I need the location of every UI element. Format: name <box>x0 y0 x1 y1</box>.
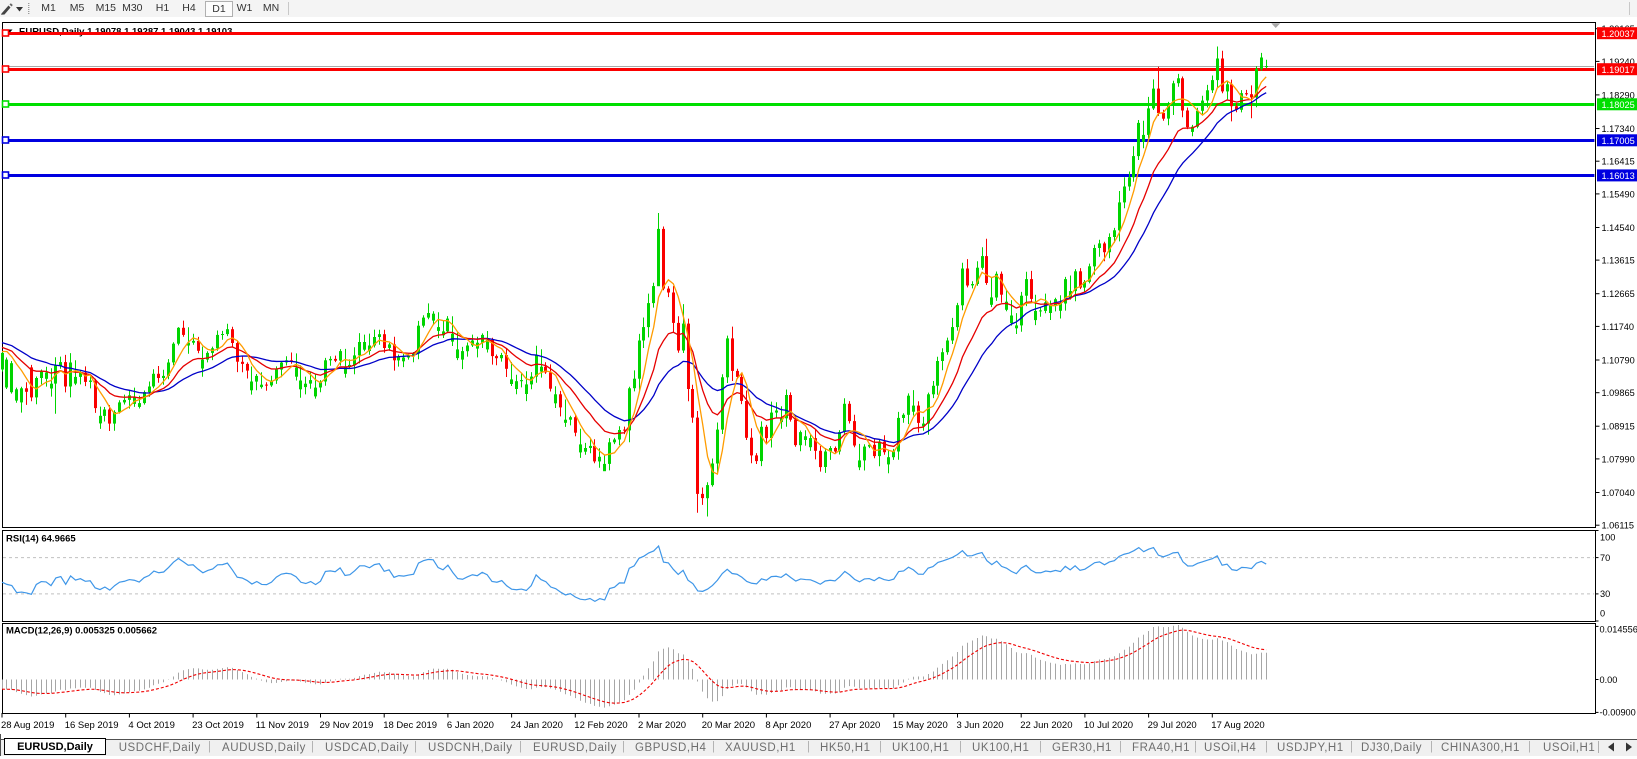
svg-text:1.16415: 1.16415 <box>1602 157 1635 167</box>
svg-text:3 Jun 2020: 3 Jun 2020 <box>957 720 1004 731</box>
svg-text:1.14540: 1.14540 <box>1602 223 1635 233</box>
svg-text:29 Jul 2020: 29 Jul 2020 <box>1148 720 1197 731</box>
svg-text:16 Sep 2019: 16 Sep 2019 <box>65 720 119 731</box>
svg-text:MACD(12,26,9) 0.005325 0.00566: MACD(12,26,9) 0.005325 0.005662 <box>6 626 157 637</box>
svg-text:11 Nov 2019: 11 Nov 2019 <box>256 720 309 731</box>
svg-text:30: 30 <box>1600 589 1610 599</box>
svg-text:1.09865: 1.09865 <box>1602 388 1635 398</box>
svg-text:1.06115: 1.06115 <box>1602 521 1635 531</box>
svg-text:1.17340: 1.17340 <box>1602 124 1635 134</box>
svg-text:0.00: 0.00 <box>1600 675 1618 685</box>
svg-text:-0.00900: -0.00900 <box>1600 707 1636 717</box>
svg-text:70: 70 <box>1600 553 1610 563</box>
svg-text:1.11740: 1.11740 <box>1602 322 1635 332</box>
svg-text:0.014556: 0.014556 <box>1600 624 1637 634</box>
svg-text:18 Dec 2019: 18 Dec 2019 <box>383 720 437 731</box>
svg-text:1.20037: 1.20037 <box>1602 29 1635 39</box>
svg-text:1.16013: 1.16013 <box>1602 171 1635 181</box>
svg-text:4 Oct 2019: 4 Oct 2019 <box>128 720 174 731</box>
svg-text:28 Aug 2019: 28 Aug 2019 <box>1 720 54 731</box>
svg-text:100: 100 <box>1600 532 1615 542</box>
svg-text:15 May 2020: 15 May 2020 <box>893 720 948 731</box>
svg-text:29 Nov 2019: 29 Nov 2019 <box>320 720 374 731</box>
svg-text:20 Mar 2020: 20 Mar 2020 <box>702 720 755 731</box>
svg-text:1.19240: 1.19240 <box>1602 57 1635 67</box>
svg-text:1.12665: 1.12665 <box>1602 289 1635 299</box>
svg-text:10 Jul 2020: 10 Jul 2020 <box>1084 720 1133 731</box>
svg-text:1.07040: 1.07040 <box>1602 488 1635 498</box>
svg-text:1.07990: 1.07990 <box>1602 454 1635 464</box>
svg-text:1.19017: 1.19017 <box>1602 65 1635 75</box>
svg-text:0: 0 <box>1600 608 1605 618</box>
svg-text:1.10790: 1.10790 <box>1602 355 1635 365</box>
svg-text:2 Mar 2020: 2 Mar 2020 <box>638 720 686 731</box>
svg-text:1.18025: 1.18025 <box>1602 100 1635 110</box>
svg-text:6 Jan 2020: 6 Jan 2020 <box>447 720 494 731</box>
svg-text:22 Jun 2020: 22 Jun 2020 <box>1020 720 1072 731</box>
svg-text:17 Aug 2020: 17 Aug 2020 <box>1211 720 1264 731</box>
svg-text:27 Apr 2020: 27 Apr 2020 <box>829 720 880 731</box>
svg-text:8 Apr 2020: 8 Apr 2020 <box>765 720 811 731</box>
svg-text:1.08915: 1.08915 <box>1602 422 1635 432</box>
svg-text:1.15490: 1.15490 <box>1602 189 1635 199</box>
svg-text:1.18290: 1.18290 <box>1602 90 1635 100</box>
svg-text:RSI(14) 64.9665: RSI(14) 64.9665 <box>6 534 76 545</box>
svg-text:1.13615: 1.13615 <box>1602 256 1635 266</box>
svg-text:24 Jan 2020: 24 Jan 2020 <box>511 720 563 731</box>
svg-text:12 Feb 2020: 12 Feb 2020 <box>574 720 627 731</box>
svg-text:23 Oct 2019: 23 Oct 2019 <box>192 720 244 731</box>
svg-text:1.17005: 1.17005 <box>1602 136 1635 146</box>
